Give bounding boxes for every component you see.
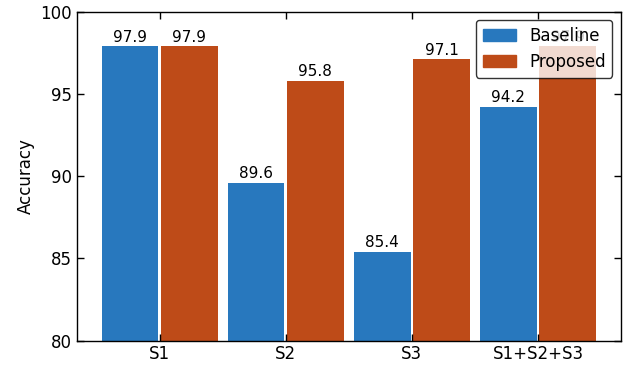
Text: 89.6: 89.6 <box>239 166 273 181</box>
Bar <box>228 183 284 387</box>
Text: 97.9: 97.9 <box>550 29 585 45</box>
Text: 95.8: 95.8 <box>298 64 332 79</box>
Text: 85.4: 85.4 <box>365 235 399 250</box>
Bar <box>413 59 470 387</box>
Bar <box>161 46 218 387</box>
Y-axis label: Accuracy: Accuracy <box>17 138 35 214</box>
Legend: Baseline, Proposed: Baseline, Proposed <box>476 20 612 78</box>
Text: 97.9: 97.9 <box>113 29 147 45</box>
Text: 94.2: 94.2 <box>492 90 525 105</box>
Text: 97.9: 97.9 <box>172 29 206 45</box>
Bar <box>540 46 596 387</box>
Bar <box>480 107 537 387</box>
Bar <box>287 80 344 387</box>
Bar <box>354 252 411 387</box>
Bar <box>102 46 158 387</box>
Text: 97.1: 97.1 <box>424 43 458 58</box>
